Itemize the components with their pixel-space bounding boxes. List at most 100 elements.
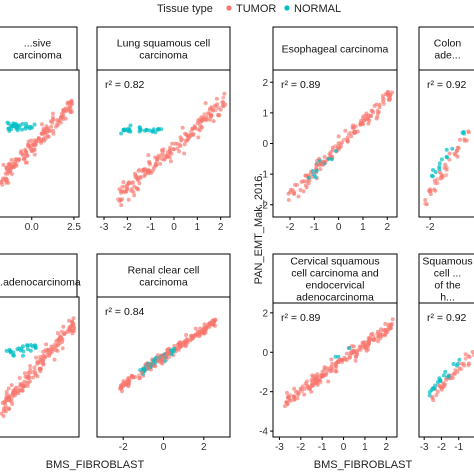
tumor-point bbox=[64, 109, 69, 113]
tumor-point bbox=[121, 180, 126, 185]
tumor-point bbox=[16, 385, 21, 390]
tumor-point bbox=[66, 100, 71, 105]
tumor-point bbox=[30, 149, 35, 154]
points-layer bbox=[0, 98, 75, 187]
tumor-point bbox=[26, 376, 31, 381]
tumor-point bbox=[423, 201, 428, 206]
tumor-point bbox=[26, 380, 31, 385]
tumor-point bbox=[347, 355, 352, 360]
tumor-point bbox=[32, 140, 37, 145]
tumor-point bbox=[444, 165, 449, 170]
tumor-point bbox=[24, 160, 29, 165]
normal-point bbox=[450, 146, 455, 151]
tumor-point bbox=[345, 135, 350, 140]
x-tick-label: -1 bbox=[454, 442, 463, 453]
normal-point bbox=[138, 125, 142, 130]
panel-title-line: endocervical bbox=[306, 280, 365, 292]
panel-header bbox=[0, 253, 78, 298]
normal-point bbox=[23, 126, 28, 131]
tumor-point bbox=[365, 116, 370, 121]
tumor-point bbox=[185, 137, 190, 142]
tumor-point bbox=[353, 354, 358, 359]
tumor-point bbox=[390, 90, 395, 95]
normal-point bbox=[329, 157, 334, 162]
panel-title-line: ...adenocarcinoma bbox=[0, 277, 81, 289]
normal-point bbox=[326, 156, 331, 161]
tumor-point bbox=[371, 110, 376, 115]
tumor-point bbox=[296, 389, 301, 394]
tumor-point bbox=[28, 367, 33, 372]
y-tick-label: 0 bbox=[262, 139, 268, 150]
normal-point bbox=[444, 154, 449, 159]
tumor-point bbox=[41, 361, 46, 366]
tumor-point bbox=[5, 178, 10, 183]
tumor-point bbox=[41, 353, 46, 358]
tumor-point bbox=[71, 328, 76, 333]
tumor-point bbox=[375, 331, 380, 336]
normal-point bbox=[142, 128, 147, 133]
normal-point bbox=[433, 383, 438, 388]
legend-tumor-label: TUMOR bbox=[236, 3, 276, 15]
y-tick-label: 2 bbox=[262, 78, 268, 89]
tumor-point bbox=[466, 354, 471, 359]
panel-title-line: carcinoma bbox=[139, 50, 188, 62]
legend: Tissue type TUMOR NORMAL bbox=[157, 3, 341, 15]
tumor-point bbox=[156, 355, 161, 360]
tumor-point bbox=[116, 197, 121, 202]
normal-point bbox=[24, 121, 29, 126]
tumor-point bbox=[44, 342, 49, 347]
tumor-point bbox=[329, 364, 334, 369]
tumor-point bbox=[288, 398, 293, 403]
tumor-point bbox=[22, 371, 27, 376]
tumor-point bbox=[451, 371, 456, 376]
tumor-point bbox=[202, 112, 207, 117]
normal-point bbox=[461, 129, 466, 134]
y-axis-title: PAN_EMT_Mak_2016 bbox=[253, 176, 265, 285]
tumor-point bbox=[146, 366, 151, 371]
x-tick-label: 1 bbox=[195, 222, 201, 233]
tumor-point bbox=[319, 372, 324, 377]
plot-area bbox=[418, 69, 474, 218]
panel-title-line: Lung squamous cell bbox=[117, 38, 210, 50]
tumor-point bbox=[126, 180, 131, 185]
tumor-point bbox=[17, 388, 22, 393]
tumor-point bbox=[1, 162, 6, 167]
normal-point bbox=[454, 363, 459, 368]
tumor-point bbox=[209, 321, 214, 326]
tumor-point bbox=[375, 108, 380, 113]
x-tick-label: 0 bbox=[336, 222, 342, 233]
tumor-point bbox=[175, 146, 180, 151]
tumor-point bbox=[152, 164, 157, 169]
tumor-point bbox=[120, 384, 125, 389]
panel-title-line: Cervical squamous bbox=[290, 256, 379, 268]
tumor-point bbox=[37, 136, 42, 141]
panel-header bbox=[272, 26, 398, 71]
tumor-point bbox=[10, 172, 14, 176]
normal-point bbox=[451, 362, 456, 366]
tumor-point bbox=[70, 322, 75, 327]
tumor-point bbox=[302, 386, 307, 391]
normal-point bbox=[126, 126, 131, 131]
tumor-point bbox=[146, 153, 151, 158]
tumor-point bbox=[126, 384, 131, 389]
tumor-point bbox=[57, 333, 62, 338]
normal-point bbox=[441, 373, 446, 378]
y-tick-label: 0 bbox=[262, 348, 268, 359]
panel-header bbox=[418, 253, 474, 304]
tumor-point bbox=[179, 137, 184, 142]
tumor-point bbox=[366, 336, 371, 340]
tumor-point bbox=[430, 395, 435, 400]
tumor-point bbox=[213, 108, 218, 113]
normal-point bbox=[6, 121, 11, 126]
r2-label: r² = 0.82 bbox=[105, 79, 145, 91]
tumor-point bbox=[51, 128, 56, 133]
tumor-point bbox=[439, 387, 444, 392]
tumor-point bbox=[9, 383, 14, 388]
tumor-point bbox=[455, 369, 460, 374]
panel-title-line: adenocarcinoma bbox=[296, 292, 374, 304]
tumor-point bbox=[156, 153, 161, 158]
tumor-point bbox=[302, 179, 307, 184]
tumor-point bbox=[165, 154, 170, 159]
normal-point bbox=[313, 175, 318, 180]
